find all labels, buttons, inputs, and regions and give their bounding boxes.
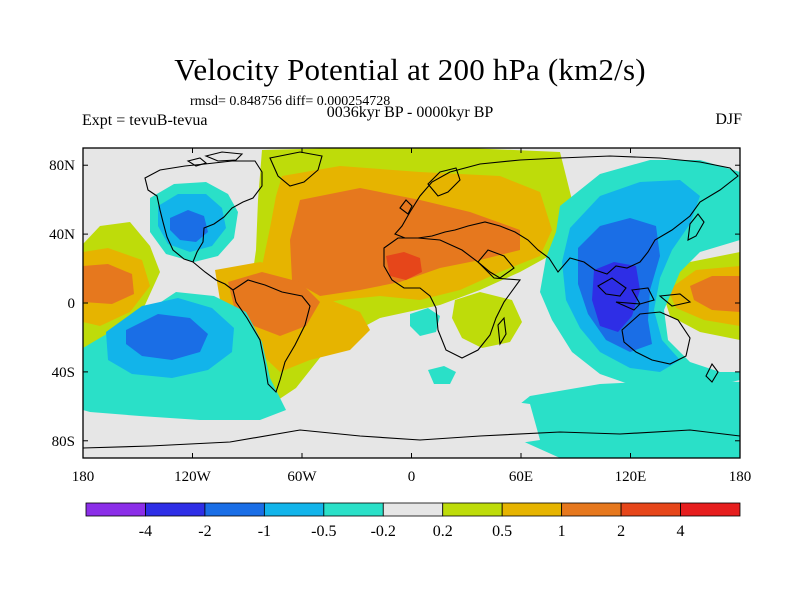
- colorbar-swatch: [442, 502, 503, 517]
- colorbar-label: -0.2: [371, 523, 396, 540]
- colorbar-swatch: [561, 502, 622, 517]
- axis-ticks: 180 120W 60W 0 60E 120E 180 80N 40N 0 40S 80S: [49, 148, 751, 485]
- chart-title: Velocity Potential at 200 hPa (km2/s): [174, 52, 646, 87]
- fill-indo-pacific-negative-core: [592, 262, 640, 332]
- coastline-arabia: [477, 249, 515, 279]
- fill-atlantic-positive-high: [290, 188, 520, 296]
- colorbar-swatch: [680, 502, 741, 517]
- period-label: 0036kyr BP - 0000kyr BP: [326, 104, 494, 121]
- coastline-north-america: [144, 160, 263, 263]
- coastline-arctic-islands: [186, 151, 244, 167]
- x-tick-label: 120W: [174, 469, 212, 485]
- colorbar-swatch: [620, 502, 681, 517]
- x-tick-label: 60E: [509, 469, 533, 485]
- colorbar-label: 0.2: [433, 523, 453, 540]
- coastline-maritime-continent: [597, 277, 692, 311]
- coastline-madagascar: [497, 316, 507, 346]
- coastline-africa: [383, 237, 522, 359]
- x-tick-label: 60W: [287, 469, 317, 485]
- fill-south-pacific-negative-high: [126, 314, 208, 360]
- x-tick-label: 180: [729, 469, 752, 485]
- stats-text: rmsd= 0.848756 diff= 0.000254728: [190, 94, 391, 109]
- x-tick-label: 0: [408, 469, 416, 485]
- fill-north-africa-positive-core: [386, 252, 422, 280]
- coastline-eurasia: [394, 155, 739, 275]
- fill-east-pacific-positive-high: [83, 264, 134, 304]
- season-label: DJF: [715, 111, 742, 128]
- colorbar-label: -1: [258, 523, 271, 540]
- coastline-layer: [83, 151, 740, 449]
- fill-antarctic-neutral: [270, 392, 540, 446]
- colorbar: -4 -2 -1 -0.5 -0.2 0.2 0.5 1 2 4: [85, 502, 741, 540]
- colorbar-label: 0.5: [492, 523, 512, 540]
- colorbar-swatch: [145, 502, 206, 517]
- fill-south-america-positive-high: [228, 272, 320, 336]
- colorbar-label: -0.5: [311, 523, 336, 540]
- colorbar-swatch: [263, 502, 325, 517]
- colorbar-label: -2: [198, 523, 211, 540]
- fill-north-pacific-negative-high: [170, 210, 208, 242]
- fill-indian-positive-patch: [452, 292, 522, 348]
- x-tick-label: 120E: [615, 469, 647, 485]
- colorbar-swatch: [85, 502, 146, 517]
- y-tick-label: 80N: [49, 158, 75, 174]
- coastline-antarctica: [83, 429, 740, 449]
- fill-west-pacific-positive-high: [690, 276, 740, 312]
- y-tick-label: 40N: [49, 227, 75, 243]
- coastline-south-america: [232, 279, 311, 394]
- colorbar-swatch: [204, 502, 265, 517]
- y-tick-label: 40S: [52, 365, 75, 381]
- colorbar-label: 1: [558, 523, 566, 540]
- colorbar-swatch: [323, 502, 384, 517]
- fill-south-indian-negative-patch: [428, 366, 456, 384]
- colorbar-swatch: [382, 502, 444, 517]
- fill-southern-ocean-negative-band: [500, 380, 740, 458]
- fill-south-atlantic-negative-patch: [410, 308, 440, 336]
- colorbar-label: 4: [677, 523, 685, 540]
- coastline-australia: [621, 311, 691, 365]
- colorbar-swatch: [501, 502, 563, 517]
- coastline-greenland: [269, 151, 323, 187]
- coastline-scandinavia: [427, 167, 461, 197]
- colorbar-label: -4: [139, 523, 152, 540]
- colorbar-label: 2: [617, 523, 625, 540]
- coastline-new-zealand: [705, 362, 719, 383]
- coastline-british-isles: [399, 199, 413, 215]
- experiment-label: Expt = tevuB-tevua: [82, 112, 208, 129]
- x-tick-label: 180: [72, 469, 95, 485]
- coastline-central-america: [192, 261, 234, 291]
- y-tick-label: 0: [68, 296, 76, 312]
- y-tick-label: 80S: [52, 434, 75, 450]
- coastline-japan: [687, 213, 705, 241]
- contour-fill-layer: [83, 148, 740, 458]
